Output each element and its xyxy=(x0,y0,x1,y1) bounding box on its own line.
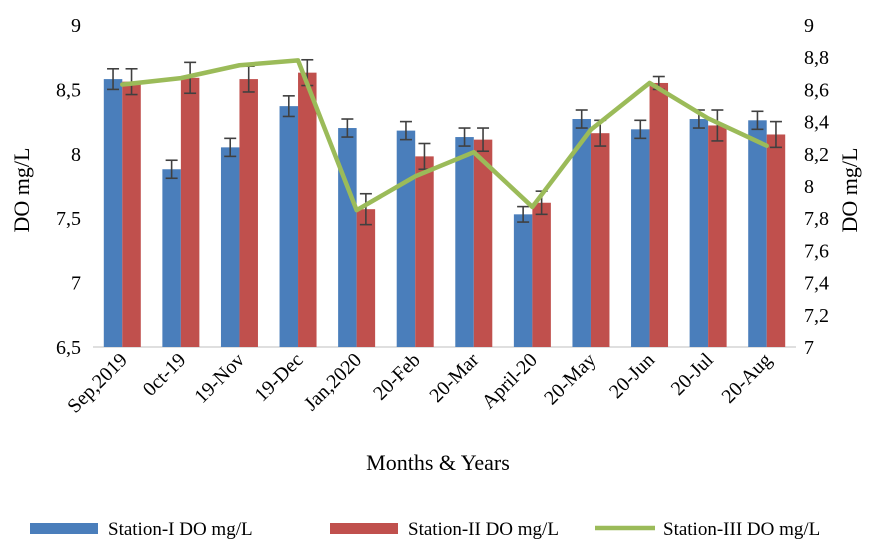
bars xyxy=(103,72,786,348)
y-left-tick-label: 6,5 xyxy=(56,337,81,359)
series-line xyxy=(120,58,769,213)
y-left-tick-label: 8,5 xyxy=(56,79,81,101)
y-axis-title-right: DO mg/L xyxy=(837,148,862,233)
bar xyxy=(103,79,123,347)
y-axis-title-left: DO mg/L xyxy=(9,148,34,233)
x-tick-label: 20-Aug xyxy=(717,349,776,408)
bar xyxy=(415,156,434,347)
bar xyxy=(180,77,200,348)
y-right-tick-label: 8 xyxy=(804,176,814,198)
x-tick-label: 19-Dec xyxy=(250,349,307,406)
bar xyxy=(239,79,258,347)
y-right-tick-label: 9 xyxy=(804,15,814,37)
legend-label: Station-I DO mg/L xyxy=(108,519,253,540)
bar xyxy=(631,129,650,347)
bar xyxy=(590,133,610,347)
y-right-tick-label: 8,8 xyxy=(804,47,829,69)
bar xyxy=(279,106,299,347)
bar xyxy=(748,120,767,347)
y-left-tick-label: 7 xyxy=(71,273,81,295)
bar xyxy=(298,72,317,347)
x-tick-label: 0ct-19 xyxy=(139,349,191,401)
y-right-tick-label: 7,2 xyxy=(804,305,829,327)
bar xyxy=(649,82,669,348)
y-right-tick-label: 7,8 xyxy=(804,208,829,230)
bar xyxy=(689,119,709,347)
y-right-tick-label: 7 xyxy=(804,337,814,359)
y-right-tick-label: 8,4 xyxy=(804,112,829,134)
x-tick-label: 19-Nov xyxy=(190,349,249,408)
x-tick-label: 20-Jun xyxy=(605,349,659,403)
bar xyxy=(455,137,474,347)
x-axis-title: Months & Years xyxy=(366,450,510,475)
x-tick-label: 20-May xyxy=(540,349,600,409)
y-right-tick-label: 7,6 xyxy=(804,240,829,262)
bar xyxy=(220,147,240,347)
legend-label: Station-II DO mg/L xyxy=(408,519,559,540)
y-right-tick-label: 8,2 xyxy=(804,144,829,166)
bar xyxy=(473,139,493,347)
bar xyxy=(396,130,416,347)
y-left-tick-label: 9 xyxy=(71,15,81,37)
legend-label: Station-III DO mg/L xyxy=(663,519,820,540)
x-tick-label: April-20 xyxy=(478,349,542,413)
bar xyxy=(766,134,786,347)
x-tick-label: 20-Feb xyxy=(369,349,425,405)
line-series xyxy=(120,58,769,213)
bar xyxy=(532,202,551,347)
bar xyxy=(356,209,376,347)
legend: Station-I DO mg/L Station-II DO mg/L Stati… xyxy=(30,519,820,540)
y-right-tick-label: 8,6 xyxy=(804,79,829,101)
bar xyxy=(338,128,357,347)
bar xyxy=(572,119,591,347)
x-tick-label: 20-Mar xyxy=(425,349,483,407)
y-left-tick-label: 8 xyxy=(71,144,81,166)
x-tick-label: Sep,2019 xyxy=(63,349,132,418)
x-tick-label: Jan,2020 xyxy=(300,349,366,415)
y-right-tick-label: 7,4 xyxy=(804,273,829,295)
bar xyxy=(708,125,727,348)
legend-swatch xyxy=(330,523,398,534)
error-bars xyxy=(107,58,782,226)
y-left-tick-label: 7,5 xyxy=(56,208,81,230)
legend-swatch xyxy=(30,523,98,534)
bar xyxy=(122,81,141,347)
bar xyxy=(162,169,181,347)
bar xyxy=(513,214,533,347)
x-tick-label: 20-Jul xyxy=(667,349,718,400)
